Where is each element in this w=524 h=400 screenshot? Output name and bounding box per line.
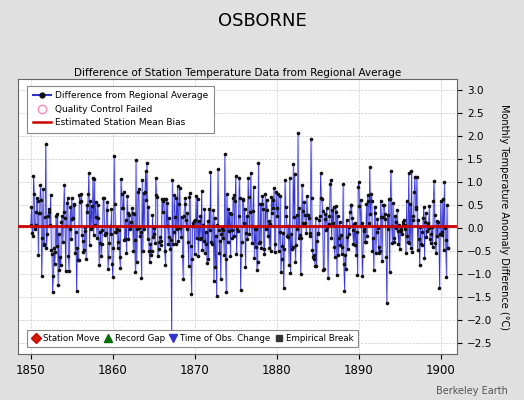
Text: Berkeley Earth: Berkeley Earth	[436, 386, 508, 396]
Text: OSBORNE: OSBORNE	[217, 12, 307, 30]
Y-axis label: Monthly Temperature Anomaly Difference (°C): Monthly Temperature Anomaly Difference (…	[499, 104, 509, 330]
Title: Difference of Station Temperature Data from Regional Average: Difference of Station Temperature Data f…	[74, 68, 401, 78]
Legend: Station Move, Record Gap, Time of Obs. Change, Empirical Break: Station Move, Record Gap, Time of Obs. C…	[27, 330, 358, 347]
